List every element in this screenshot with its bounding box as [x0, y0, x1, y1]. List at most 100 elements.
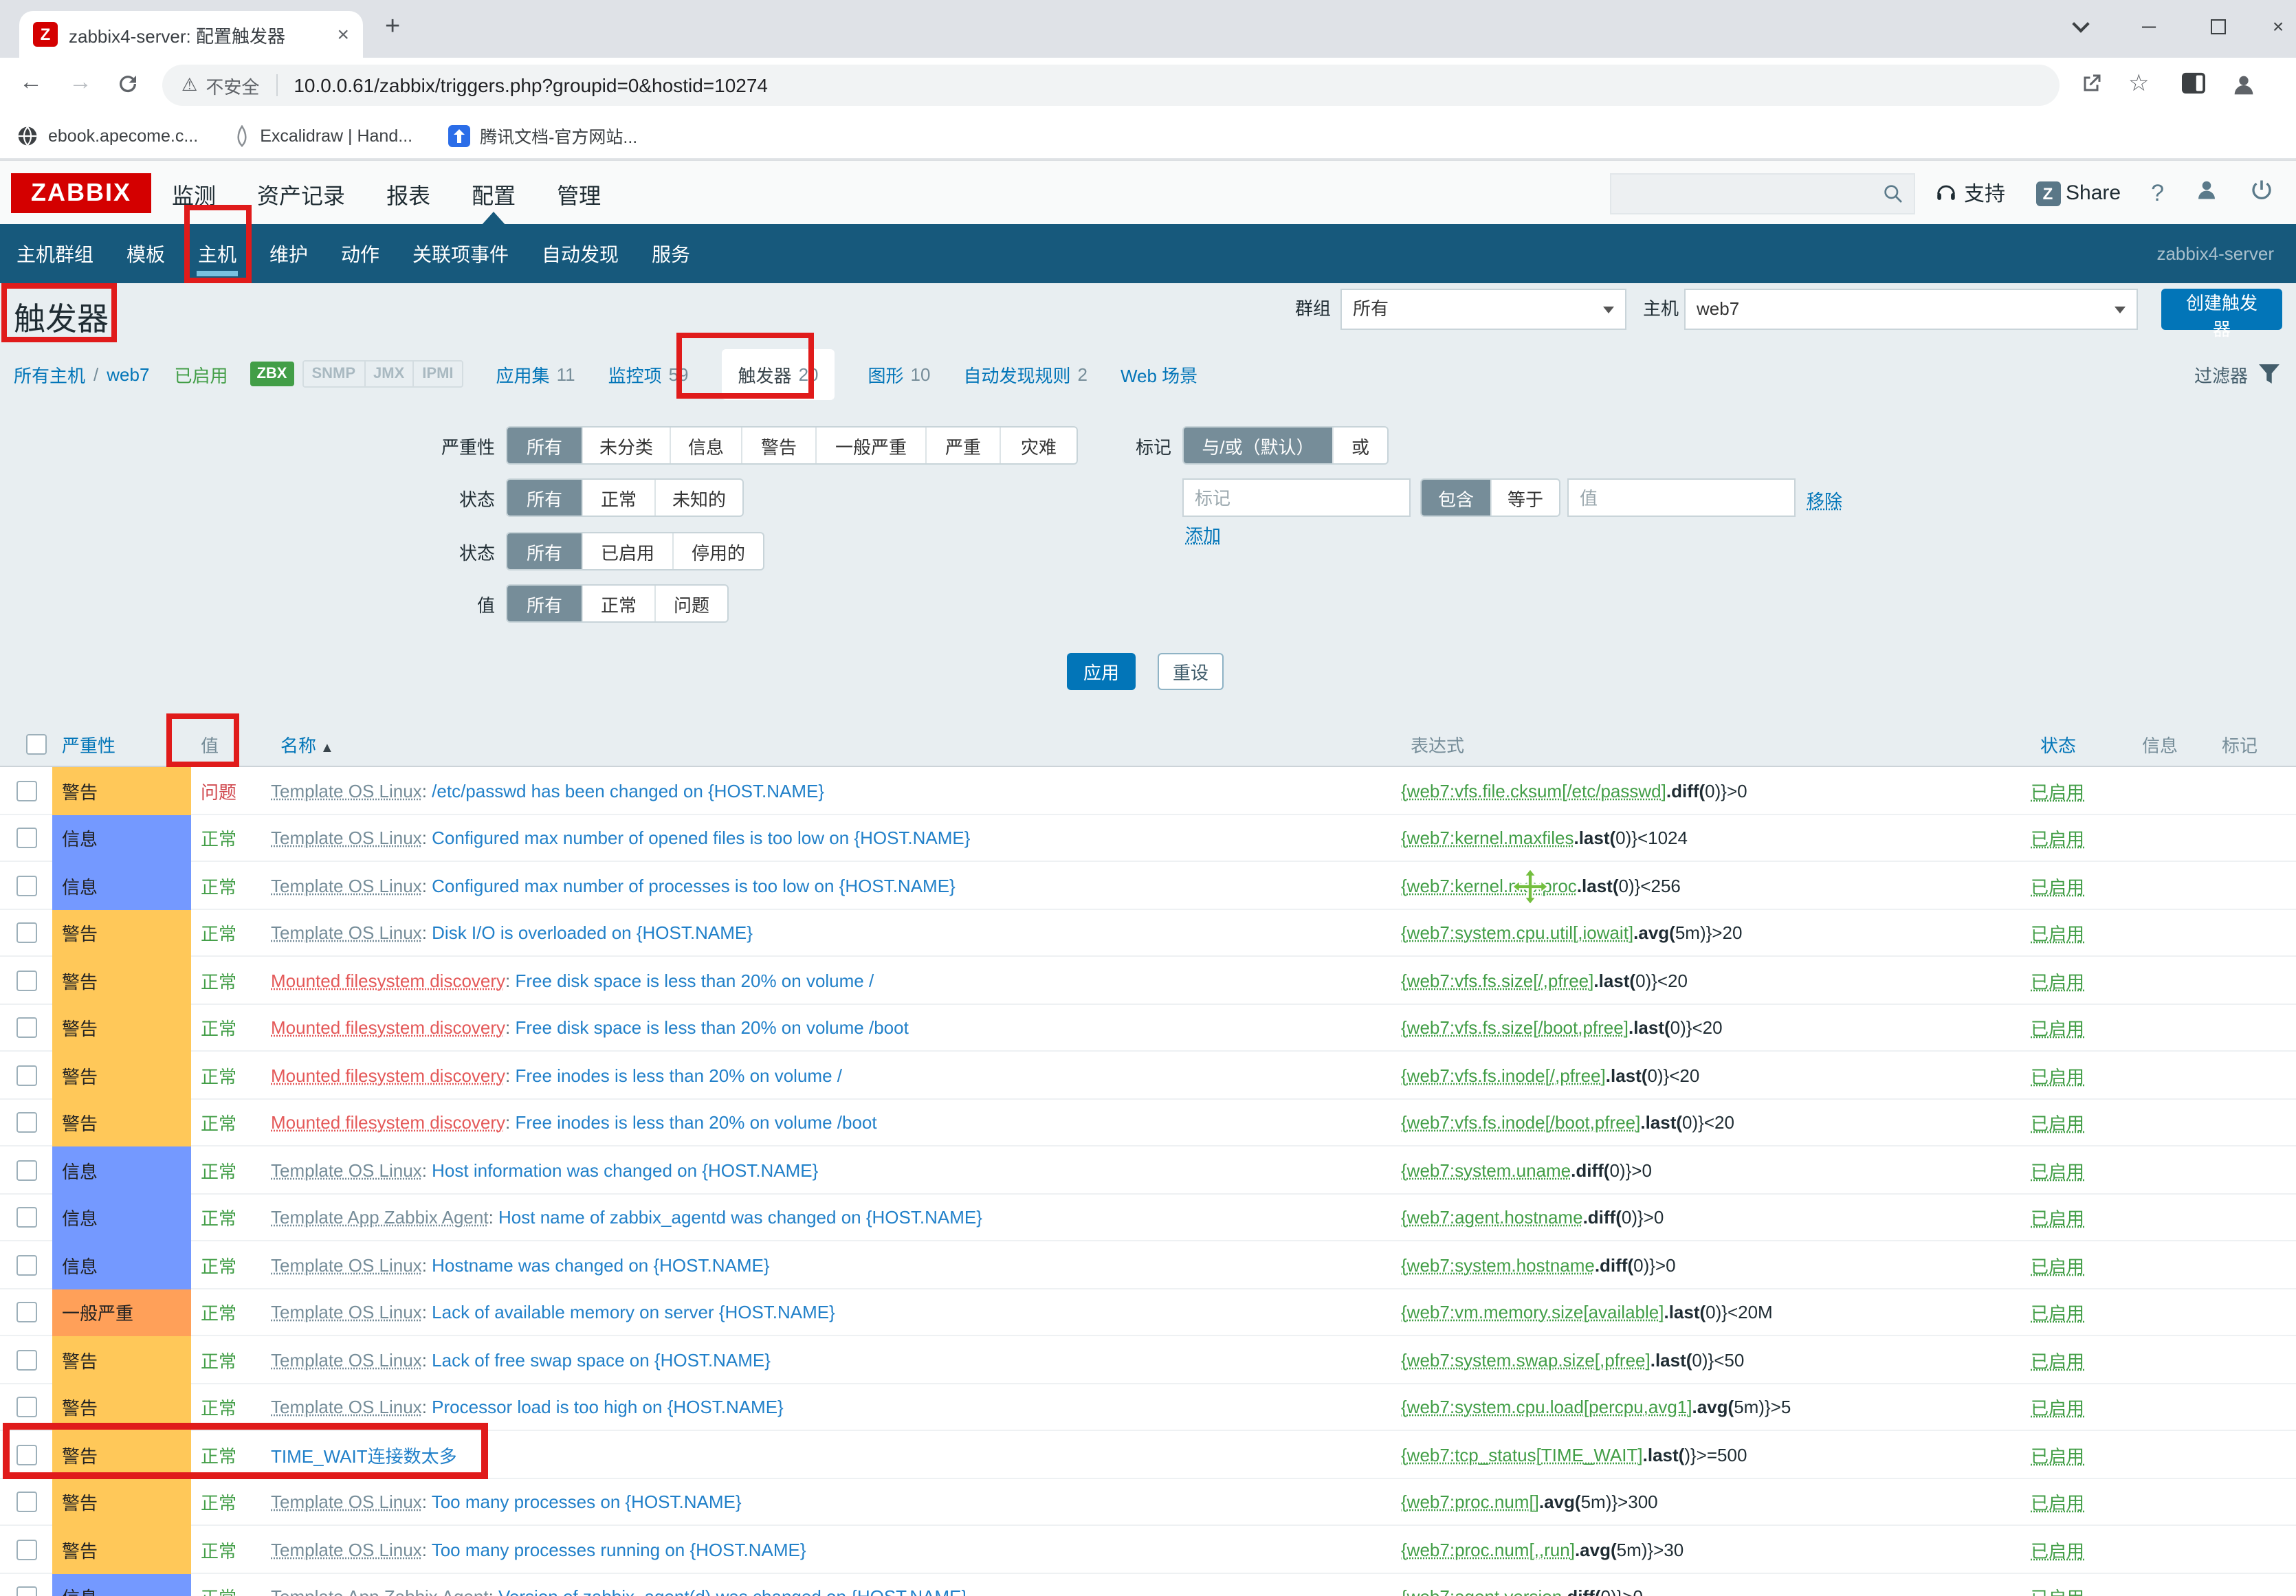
row-checkbox[interactable]	[16, 1065, 37, 1086]
tags-mode-option[interactable]: 与/或（默认）	[1184, 428, 1332, 463]
subnav-templates[interactable]: 模板	[126, 243, 165, 265]
share-icon[interactable]	[2079, 71, 2104, 103]
status-enabled-link[interactable]: 已启用	[2031, 1540, 2085, 1562]
row-checkbox[interactable]	[16, 828, 37, 849]
subnav-host-groups[interactable]: 主机群组	[16, 243, 93, 265]
breadcrumb-host[interactable]: web7	[107, 364, 150, 384]
template-prefix-link[interactable]: Template OS Linux	[271, 1160, 422, 1181]
expression-item-link[interactable]: {web7:system.swap.size[,pfree]	[1401, 1349, 1651, 1371]
tab-graphs[interactable]: 图形 10	[868, 364, 931, 386]
template-prefix-link[interactable]: Template OS Linux	[271, 1492, 422, 1513]
back-icon[interactable]: ←	[19, 69, 43, 95]
template-prefix-link[interactable]: Template OS Linux	[271, 1254, 422, 1276]
reload-icon[interactable]	[115, 71, 140, 103]
template-prefix-link[interactable]: Mounted filesystem discovery	[271, 1065, 506, 1086]
template-prefix-link[interactable]: Template OS Linux	[271, 1397, 422, 1418]
subnav-maintenance[interactable]: 维护	[269, 243, 308, 265]
trigger-name-link[interactable]: Too many processes on {HOST.NAME}	[431, 1492, 742, 1513]
template-prefix-link[interactable]: Template OS Linux	[271, 875, 422, 896]
template-prefix-link[interactable]: Template OS Linux	[271, 1349, 422, 1371]
trigger-name-link[interactable]: Free inodes is less than 20% on volume /	[515, 1065, 843, 1086]
status-option[interactable]: 所有	[507, 533, 582, 569]
new-tab-button[interactable]: +	[385, 12, 401, 41]
template-prefix-link[interactable]: Mounted filesystem discovery	[271, 1112, 506, 1133]
status-enabled-link[interactable]: 已启用	[2031, 924, 2085, 945]
trigger-name-link[interactable]: Hostname was changed on {HOST.NAME}	[432, 1254, 770, 1276]
tags-mode-option[interactable]: 或	[1332, 428, 1387, 463]
trigger-name-link[interactable]: Too many processes running on {HOST.NAME…	[431, 1539, 806, 1560]
severity-column-header[interactable]: 严重性	[62, 735, 116, 755]
row-checkbox[interactable]	[16, 1017, 37, 1039]
expression-item-link[interactable]: {web7:agent.version	[1401, 1587, 1562, 1596]
group-select[interactable]: 所有	[1340, 289, 1626, 330]
bookmark-star-icon[interactable]: ☆	[2128, 70, 2150, 96]
name-column-header[interactable]: 名称	[280, 735, 317, 755]
row-checkbox[interactable]	[16, 1397, 37, 1418]
trigger-name-link[interactable]: Configured max number of opened files is…	[432, 828, 971, 849]
state-option[interactable]: 所有	[507, 480, 582, 516]
row-checkbox[interactable]	[16, 1302, 37, 1323]
trigger-name-link[interactable]: Lack of available memory on server {HOST…	[432, 1302, 835, 1323]
share-link[interactable]: Z Share	[2035, 181, 2121, 206]
severity-option[interactable]: 未分类	[582, 428, 670, 463]
url-text[interactable]: 10.0.0.61/zabbix/triggers.php?groupid=0&…	[294, 74, 768, 96]
status-enabled-link[interactable]: 已启用	[2031, 1208, 2085, 1230]
expression-item-link[interactable]: {web7:system.hostname	[1401, 1254, 1595, 1276]
bookmark-item[interactable]: 腾讯文档-官方网站...	[448, 122, 637, 148]
url-field[interactable]: ⚠ 不安全 10.0.0.61/zabbix/triggers.php?grou…	[162, 65, 2060, 106]
template-prefix-link[interactable]: Template OS Linux	[271, 828, 422, 849]
expression-item-link[interactable]: {web7:tcp_status[TIME_WAIT]	[1401, 1444, 1643, 1465]
status-enabled-link[interactable]: 已启用	[2031, 1493, 2085, 1514]
row-checkbox[interactable]	[16, 922, 37, 944]
template-prefix-link[interactable]: Mounted filesystem discovery	[271, 970, 506, 991]
subnav-hosts[interactable]: 主机	[181, 205, 253, 283]
global-search-input[interactable]	[1610, 173, 1916, 214]
expression-item-link[interactable]: {web7:system.cpu.load[percpu,avg1]	[1401, 1397, 1692, 1418]
status-enabled-link[interactable]: 已启用	[2031, 782, 2085, 803]
status-enabled-link[interactable]: 已启用	[2031, 1161, 2085, 1182]
status-enabled-link[interactable]: 已启用	[2031, 971, 2085, 993]
side-panel-icon[interactable]	[2181, 71, 2207, 102]
expression-item-link[interactable]: {web7:vfs.fs.size[/,pfree]	[1401, 970, 1594, 991]
template-prefix-link[interactable]: Template App Zabbix Agent	[271, 1587, 489, 1596]
expression-item-link[interactable]: {web7:system.cpu.util[,iowait]	[1401, 922, 1634, 944]
severity-option[interactable]: 灾难	[1000, 428, 1077, 463]
status-enabled-link[interactable]: 已启用	[2031, 1019, 2085, 1040]
tag-add-link[interactable]: 添加	[1185, 525, 1222, 546]
value-option[interactable]: 正常	[582, 586, 654, 621]
profile-avatar-icon[interactable]	[2230, 71, 2258, 106]
row-checkbox[interactable]	[16, 970, 37, 991]
row-checkbox[interactable]	[16, 1207, 37, 1228]
trigger-name-link[interactable]: Lack of free swap space on {HOST.NAME}	[432, 1349, 771, 1371]
tag-value-input[interactable]	[1567, 478, 1796, 517]
expression-item-link[interactable]: {web7:vfs.file.cksum[/etc/passwd]	[1401, 780, 1666, 801]
window-close-icon[interactable]: ×	[2272, 15, 2284, 37]
expression-item-link[interactable]: {web7:kernel.maxproc	[1401, 875, 1577, 896]
window-minimize-icon[interactable]: ─	[2142, 15, 2156, 37]
expression-item-link[interactable]: {web7:system.uname	[1401, 1160, 1571, 1181]
severity-option[interactable]: 信息	[670, 428, 741, 463]
breadcrumb-all-hosts[interactable]: 所有主机	[14, 365, 86, 386]
subnav-discovery[interactable]: 自动发现	[542, 243, 619, 265]
bookmark-item[interactable]: Excalidraw | Hand...	[234, 124, 412, 146]
subnav-services[interactable]: 服务	[652, 243, 690, 265]
status-enabled-link[interactable]: 已启用	[2031, 1256, 2085, 1277]
menu-monitoring[interactable]: 监测	[172, 185, 217, 208]
support-link[interactable]: 支持	[1935, 179, 2005, 208]
row-checkbox[interactable]	[16, 1539, 37, 1560]
expression-item-link[interactable]: {web7:proc.num[]	[1401, 1492, 1539, 1513]
severity-option[interactable]: 严重	[925, 428, 1000, 463]
zabbix-logo[interactable]: ZABBIX	[11, 173, 151, 213]
state-option[interactable]: 正常	[582, 480, 654, 516]
status-enabled-link[interactable]: 已启用	[2031, 1588, 2084, 1596]
host-enabled-status[interactable]: 已启用	[174, 365, 228, 386]
tab-applications[interactable]: 应用集 11	[496, 364, 575, 386]
status-enabled-link[interactable]: 已启用	[2031, 876, 2085, 898]
value-option[interactable]: 问题	[654, 586, 727, 621]
row-checkbox[interactable]	[16, 1349, 37, 1371]
severity-option[interactable]: 所有	[507, 428, 582, 463]
apply-button[interactable]: 应用	[1067, 653, 1136, 690]
status-enabled-link[interactable]: 已启用	[2031, 1066, 2085, 1087]
trigger-name-link[interactable]: Host name of zabbix_agentd was changed o…	[498, 1207, 982, 1228]
tab-web-scenarios[interactable]: Web 场景	[1120, 365, 1198, 386]
